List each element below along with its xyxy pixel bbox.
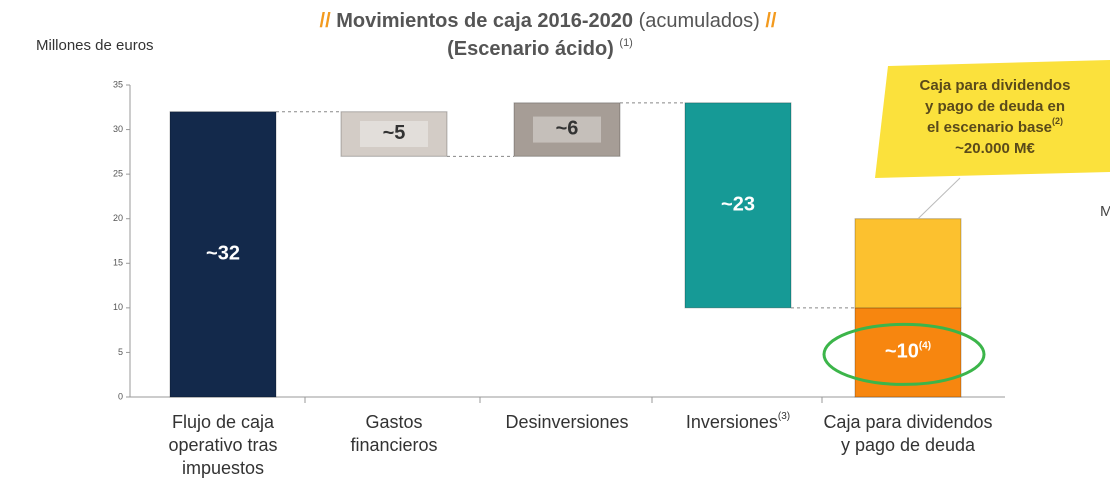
chart-title: // Movimientos de caja 2016-2020 (acumul… (320, 10, 777, 32)
x-tick-label-text: financieros (350, 435, 437, 455)
subtitle-text: (Escenario ácido) (447, 38, 614, 60)
x-tick-label: Caja para dividendos (823, 412, 992, 432)
title-slash: // (320, 10, 332, 32)
data-label-text: ~6 (556, 118, 579, 140)
x-tick-label-text: y pago de deuda (841, 435, 976, 455)
data-label: ~6 (556, 118, 579, 140)
x-tick-label: operativo tras (168, 435, 277, 455)
chart-subtitle: (Escenario ácido) (1) (447, 37, 633, 60)
x-tick-label: Flujo de caja (172, 412, 275, 432)
y-tick-label: 5 (118, 347, 123, 357)
subtitle-note: (1) (619, 37, 632, 49)
data-label-text: ~10 (885, 341, 919, 363)
x-tick-label-text: Caja para dividendos (823, 412, 992, 432)
x-tick-label-text: operativo tras (168, 435, 277, 455)
x-tick-label-text: Desinversiones (505, 412, 628, 432)
callout-line-text: el escenario base (927, 119, 1052, 136)
callout-note: (2) (1052, 116, 1063, 126)
x-tick-label: y pago de deuda (841, 435, 976, 455)
callout-line (917, 177, 961, 220)
callout-text: Caja para dividendos (920, 77, 1071, 94)
data-label-text: ~23 (721, 194, 755, 216)
bar-segment (854, 218, 962, 309)
y-tick-label: 20 (113, 213, 123, 223)
edge-text: M (1100, 203, 1110, 220)
y-tick-label: 35 (113, 79, 123, 89)
data-label: ~10(4) (885, 340, 931, 363)
data-label-text: ~5 (383, 122, 406, 144)
x-tick-label: financieros (350, 435, 437, 455)
callout-text: ~20.000 M€ (955, 140, 1035, 157)
data-label: ~5 (383, 122, 406, 144)
callout-line-text: Caja para dividendos (920, 77, 1071, 94)
x-tick-label-text: Flujo de caja (172, 412, 275, 432)
title-normal: (acumulados) (639, 10, 760, 32)
x-tick-label: Gastos (365, 412, 422, 432)
data-label-text: ~32 (206, 243, 240, 265)
data-label: ~32 (206, 243, 240, 265)
x-tick-label: Inversiones(3) (686, 411, 790, 432)
data-label-note: (4) (919, 340, 931, 351)
bar (340, 111, 448, 157)
x-tick-label-text: Inversiones (686, 412, 778, 432)
x-tick-label: impuestos (182, 458, 264, 478)
x-tick-label: Desinversiones (505, 412, 628, 432)
callout-line-text: ~20.000 M€ (955, 140, 1035, 157)
y-axis-label: Millones de euros (36, 37, 154, 54)
x-tick-label-text: Gastos (365, 412, 422, 432)
title-bold: Movimientos de caja 2016-2020 (336, 10, 633, 32)
y-tick-label: 0 (118, 391, 123, 401)
callout-box (875, 60, 1110, 178)
highlight-ellipse (822, 322, 986, 386)
y-tick-label: 25 (113, 169, 123, 179)
x-tick-label-note: (3) (778, 411, 790, 422)
bar-label-box (360, 121, 428, 148)
bar-label-box (533, 116, 601, 143)
y-tick-label: 30 (113, 124, 123, 134)
title-slash: // (765, 10, 777, 32)
callout-text: el escenario base(2) (927, 116, 1063, 136)
bar (513, 102, 621, 157)
bar (169, 111, 277, 398)
bar (684, 102, 792, 309)
data-label: ~23 (721, 194, 755, 216)
callout-text: y pago de deuda en (925, 98, 1065, 115)
y-tick-label: 15 (113, 258, 123, 268)
callout-line-text: y pago de deuda en (925, 98, 1065, 115)
x-tick-label-text: impuestos (182, 458, 264, 478)
y-tick-label: 10 (113, 302, 123, 312)
